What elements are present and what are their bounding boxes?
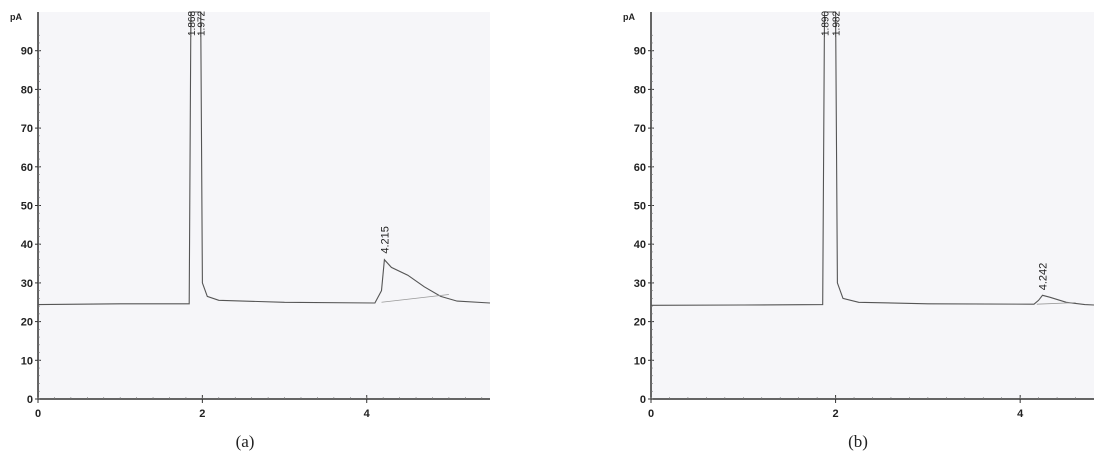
a-y-tick-label: 80 bbox=[21, 84, 33, 96]
b-y-tick-label: 10 bbox=[634, 355, 646, 367]
a-signal-line bbox=[37, 11, 491, 306]
caption-b: (b) bbox=[848, 432, 868, 451]
b-y-tick-label: 80 bbox=[634, 84, 646, 96]
a-y-tick-label: 20 bbox=[21, 317, 33, 329]
a-y-tick-label: 40 bbox=[21, 239, 33, 251]
b-y-tick-label: 30 bbox=[634, 278, 646, 290]
a-x-tick-label: 2 bbox=[199, 408, 205, 420]
chromatogram-b: 0 10 20 30 40 50 60 70 80 90 pA 0 2 4 1.890 1.982 4.242 bbox=[623, 11, 1094, 420]
b-signal-line bbox=[650, 11, 1094, 306]
a-y-tick-label: 70 bbox=[21, 123, 33, 135]
chart-panel-a: 0 10 20 30 40 50 60 70 80 90 pA 0 2 4 1.868 1.972 4.215 … bbox=[0, 0, 500, 457]
a-y-tick-label: 30 bbox=[21, 278, 33, 290]
b-y-tick-label: 90 bbox=[634, 46, 646, 58]
b-y-tick-label: 0 bbox=[640, 394, 646, 406]
a-x-tick-label: 4 bbox=[364, 408, 371, 420]
b-y-tick-label: 40 bbox=[634, 239, 646, 251]
b-peak-label-3: 4.242 bbox=[1038, 263, 1050, 291]
a-y-tick-label: 60 bbox=[21, 162, 33, 174]
a-y-tick-label: 90 bbox=[21, 46, 33, 58]
b-peak-label-2: 1.982 bbox=[832, 11, 843, 36]
a-y-tick-label: 10 bbox=[21, 355, 33, 367]
a-peak-label-1: 1.868 bbox=[187, 11, 198, 36]
chart-panel-b: 0 10 20 30 40 50 60 70 80 90 pA 0 2 4 1.890 1.982 4.242 … bbox=[614, 0, 1094, 457]
b-y-tick-label: 20 bbox=[634, 317, 646, 329]
b-x-tick-label: 2 bbox=[833, 408, 839, 420]
b-integration-baseline bbox=[1036, 302, 1076, 305]
a-y-tick-label: 50 bbox=[21, 201, 33, 213]
a-integration-baseline bbox=[381, 294, 449, 303]
a-peak-label-3: 4.215 bbox=[379, 226, 391, 254]
caption-a: (a) bbox=[235, 432, 255, 451]
b-peak-label-1: 1.890 bbox=[821, 11, 832, 36]
a-y-unit-label: pA bbox=[10, 12, 22, 22]
b-plot-area bbox=[651, 12, 1094, 399]
a-plot-area bbox=[38, 12, 490, 399]
b-y-tick-label: 70 bbox=[634, 123, 646, 135]
b-y-tick-label: 50 bbox=[634, 201, 646, 213]
b-x-tick-label: 0 bbox=[648, 408, 654, 420]
b-y-tick-label: 60 bbox=[634, 162, 646, 174]
b-y-unit-label: pA bbox=[623, 12, 635, 22]
a-y-tick-label: 0 bbox=[27, 394, 33, 406]
a-peak-label-2: 1.972 bbox=[197, 11, 208, 36]
a-x-tick-label: 0 bbox=[35, 408, 41, 420]
b-x-tick-label: 4 bbox=[1017, 408, 1024, 420]
